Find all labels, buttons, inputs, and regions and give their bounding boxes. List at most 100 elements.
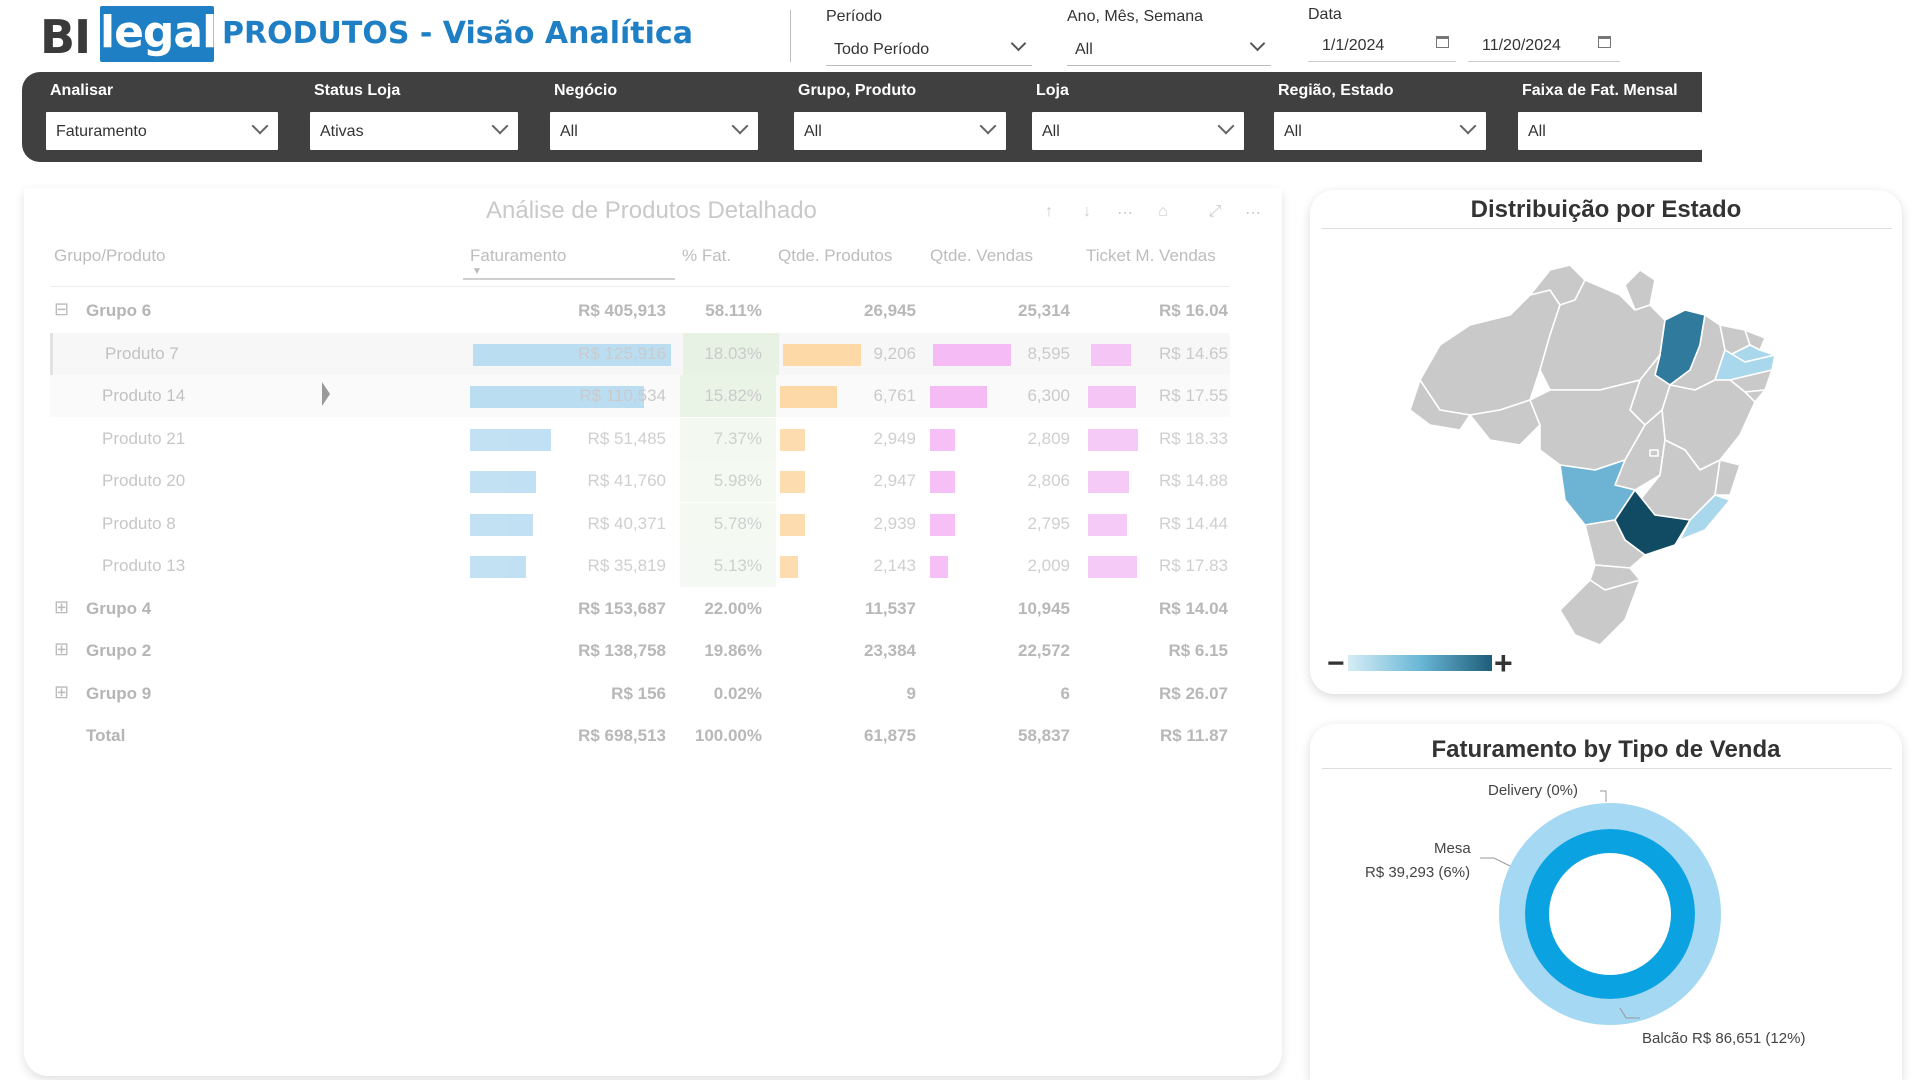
fat-value: R$ 41,760 xyxy=(587,471,666,490)
date-to-input[interactable]: 11/20/2024 xyxy=(1468,28,1620,62)
column-header-grupo-produto[interactable]: Grupo/Produto xyxy=(54,246,166,265)
table-row[interactable]: Produto 14 R$ 110,534 15.82% 6,761 6,300 R$ 1… xyxy=(50,375,1230,417)
ticket-value: R$ 14.44 xyxy=(1159,513,1228,533)
pct-heat-cell xyxy=(683,332,779,375)
table-group-row[interactable]: ⊞ Grupo 4 R$ 153,687 22.00% 11,537 10,945 R$ 1… xyxy=(50,588,1230,630)
filter-label-analisar: Analisar xyxy=(50,82,114,99)
donut-chart[interactable] xyxy=(1480,794,1740,1054)
more-options-icon[interactable]: ⋯ xyxy=(1245,205,1261,222)
row-label: Produto 14 xyxy=(102,386,186,405)
pct-value: 19.86% xyxy=(704,641,762,660)
pct-heat-cell xyxy=(680,502,776,545)
ticket-data-bar xyxy=(1088,556,1137,578)
legend-min-icon: − xyxy=(1327,647,1345,680)
donut-label-mesa: Mesa xyxy=(1434,840,1471,857)
vendas-data-bar xyxy=(933,343,1011,366)
table-row[interactable]: Produto 8 R$ 40,371 5.78% 2,939 2,795 R$ 14.4… xyxy=(50,502,1230,545)
state-df[interactable] xyxy=(1649,449,1659,457)
fat-data-bar xyxy=(470,386,644,408)
donut-ring-outer[interactable] xyxy=(1499,803,1721,1025)
date-from-input[interactable]: 1/1/2024 xyxy=(1308,28,1456,62)
filter-dropdown-negocio[interactable]: All xyxy=(550,112,758,150)
expand-icon[interactable]: ⊞ xyxy=(54,596,70,617)
table-group-row[interactable]: ⊞ Grupo 9 R$ 156 0.02% 9 6 R$ 26.07 xyxy=(50,673,1230,715)
filter-value: All xyxy=(1284,123,1302,140)
state-ap[interactable] xyxy=(1624,269,1656,311)
filter-label-grupo-produto: Grupo, Produto xyxy=(798,82,917,99)
fat-value: R$ 125,916 xyxy=(578,343,666,363)
vendas-value: 6 xyxy=(1060,683,1070,703)
brazil-state-map[interactable] xyxy=(1400,250,1820,670)
column-header-ticket[interactable]: Ticket M. Vendas xyxy=(1086,246,1216,265)
filter-dropdown-analisar[interactable]: Faturamento xyxy=(46,112,278,150)
drill-icon[interactable]: ⋯ xyxy=(1117,205,1133,222)
expand-icon[interactable]: ⊞ xyxy=(54,639,70,659)
vendas-data-bar xyxy=(930,471,955,493)
table-group-row[interactable]: ⊟ Grupo 6 R$ 405,913 58.11% 26,945 25,314 R$ 1… xyxy=(50,290,1230,332)
table-row[interactable]: Produto 20 R$ 41,760 5.98% 2,947 2,806 R$ 14.… xyxy=(50,460,1230,502)
color-scale-legend xyxy=(1348,655,1492,671)
filter-label-faixa-fat: Faixa de Fat. Mensal xyxy=(1522,82,1678,99)
filter-value: All xyxy=(560,123,578,140)
filter-icon[interactable]: ⌂ xyxy=(1158,203,1168,220)
filter-dropdown-faixa-fat[interactable]: All xyxy=(1518,112,1702,150)
vendas-value: 25,314 xyxy=(1018,301,1070,320)
calendar-icon[interactable] xyxy=(1598,36,1611,48)
table-total-row[interactable]: Total R$ 698,513 100.00% 61,875 58,837 R$ 11.… xyxy=(50,715,1230,757)
fat-data-bar xyxy=(470,556,526,578)
vendas-data-bar xyxy=(930,556,948,578)
logo-bi-text: BI xyxy=(40,10,91,64)
periodo-dropdown[interactable]: Todo Período xyxy=(826,32,1032,66)
state-rj[interactable] xyxy=(1679,494,1731,541)
prod-value: 61,875 xyxy=(864,726,916,745)
column-header-qtde-produtos[interactable]: Qtde. Produtos xyxy=(778,246,893,265)
prod-value: 9,206 xyxy=(873,343,916,363)
ticket-value: R$ 11.87 xyxy=(1159,726,1228,745)
column-header-qtde-vendas[interactable]: Qtde. Vendas xyxy=(930,246,1034,265)
state-rs[interactable] xyxy=(1559,579,1641,646)
pct-value: 5.13% xyxy=(713,556,762,575)
filter-value: Ativas xyxy=(320,123,364,140)
row-label: Produto 8 xyxy=(102,513,176,533)
pct-value: 100.00% xyxy=(694,726,762,745)
donut-title-divider xyxy=(1322,768,1892,769)
chevron-down-icon xyxy=(491,117,509,135)
expand-icon[interactable]: ⊞ xyxy=(54,681,70,702)
column-header-pct-fat[interactable]: % Fat. xyxy=(682,246,732,265)
state-es[interactable] xyxy=(1714,459,1741,496)
collapse-icon[interactable]: ⊟ xyxy=(54,299,70,319)
filter-dropdown-loja[interactable]: All xyxy=(1032,112,1244,150)
ticket-value: R$ 14.65 xyxy=(1159,343,1228,363)
filter-dropdown-grupo-produto[interactable]: All xyxy=(794,112,1006,150)
mouse-cursor-icon xyxy=(322,382,330,406)
table-row[interactable]: Produto 7 R$ 125,916 18.03% 9,206 8,595 R$ 14… xyxy=(50,332,1230,375)
column-header-faturamento[interactable]: Faturamento xyxy=(470,246,567,265)
prod-value: 11,537 xyxy=(864,598,916,618)
table-title: Análise de Produtos Detalhado xyxy=(486,197,817,224)
filter-dropdown-status-loja[interactable]: Ativas xyxy=(310,112,518,150)
focus-mode-icon[interactable]: ⤢ xyxy=(1208,203,1222,220)
header-divider-line xyxy=(50,286,1230,287)
chevron-down-icon xyxy=(731,117,749,135)
filter-dropdown-regiao-estado[interactable]: All xyxy=(1274,112,1486,150)
vendas-value: 10,945 xyxy=(1018,598,1070,618)
periodo-value: Todo Período xyxy=(834,41,930,58)
ano-mes-semana-dropdown[interactable]: All xyxy=(1067,32,1271,66)
prod-data-bar xyxy=(780,471,805,493)
prod-data-bar xyxy=(780,428,805,451)
filter-value: All xyxy=(804,123,822,140)
pct-heat-cell xyxy=(680,417,776,460)
vendas-data-bar xyxy=(930,428,955,451)
donut-ring-inner[interactable] xyxy=(1525,829,1695,999)
row-label: Grupo 9 xyxy=(86,683,152,703)
table-group-row[interactable]: ⊞ Grupo 2 R$ 138,758 19.86% 23,384 22,572 R$ 6… xyxy=(50,630,1230,672)
donut-label-delivery: Delivery (0%) xyxy=(1488,782,1579,799)
calendar-icon[interactable] xyxy=(1436,36,1449,48)
sort-up-icon[interactable]: ↑ xyxy=(1045,203,1053,220)
table-row[interactable]: Produto 21 R$ 51,485 7.37% 2,949 2,809 R$ 18.… xyxy=(50,417,1230,460)
sort-down-icon[interactable]: ↓ xyxy=(1083,203,1091,220)
ticket-value: R$ 14.04 xyxy=(1159,598,1228,618)
table-row[interactable]: Produto 13 R$ 35,819 5.13% 2,143 2,009 R$ 17.… xyxy=(50,545,1230,587)
state-ac[interactable] xyxy=(1409,379,1471,431)
ano-mes-semana-label: Ano, Mês, Semana xyxy=(1067,8,1204,25)
